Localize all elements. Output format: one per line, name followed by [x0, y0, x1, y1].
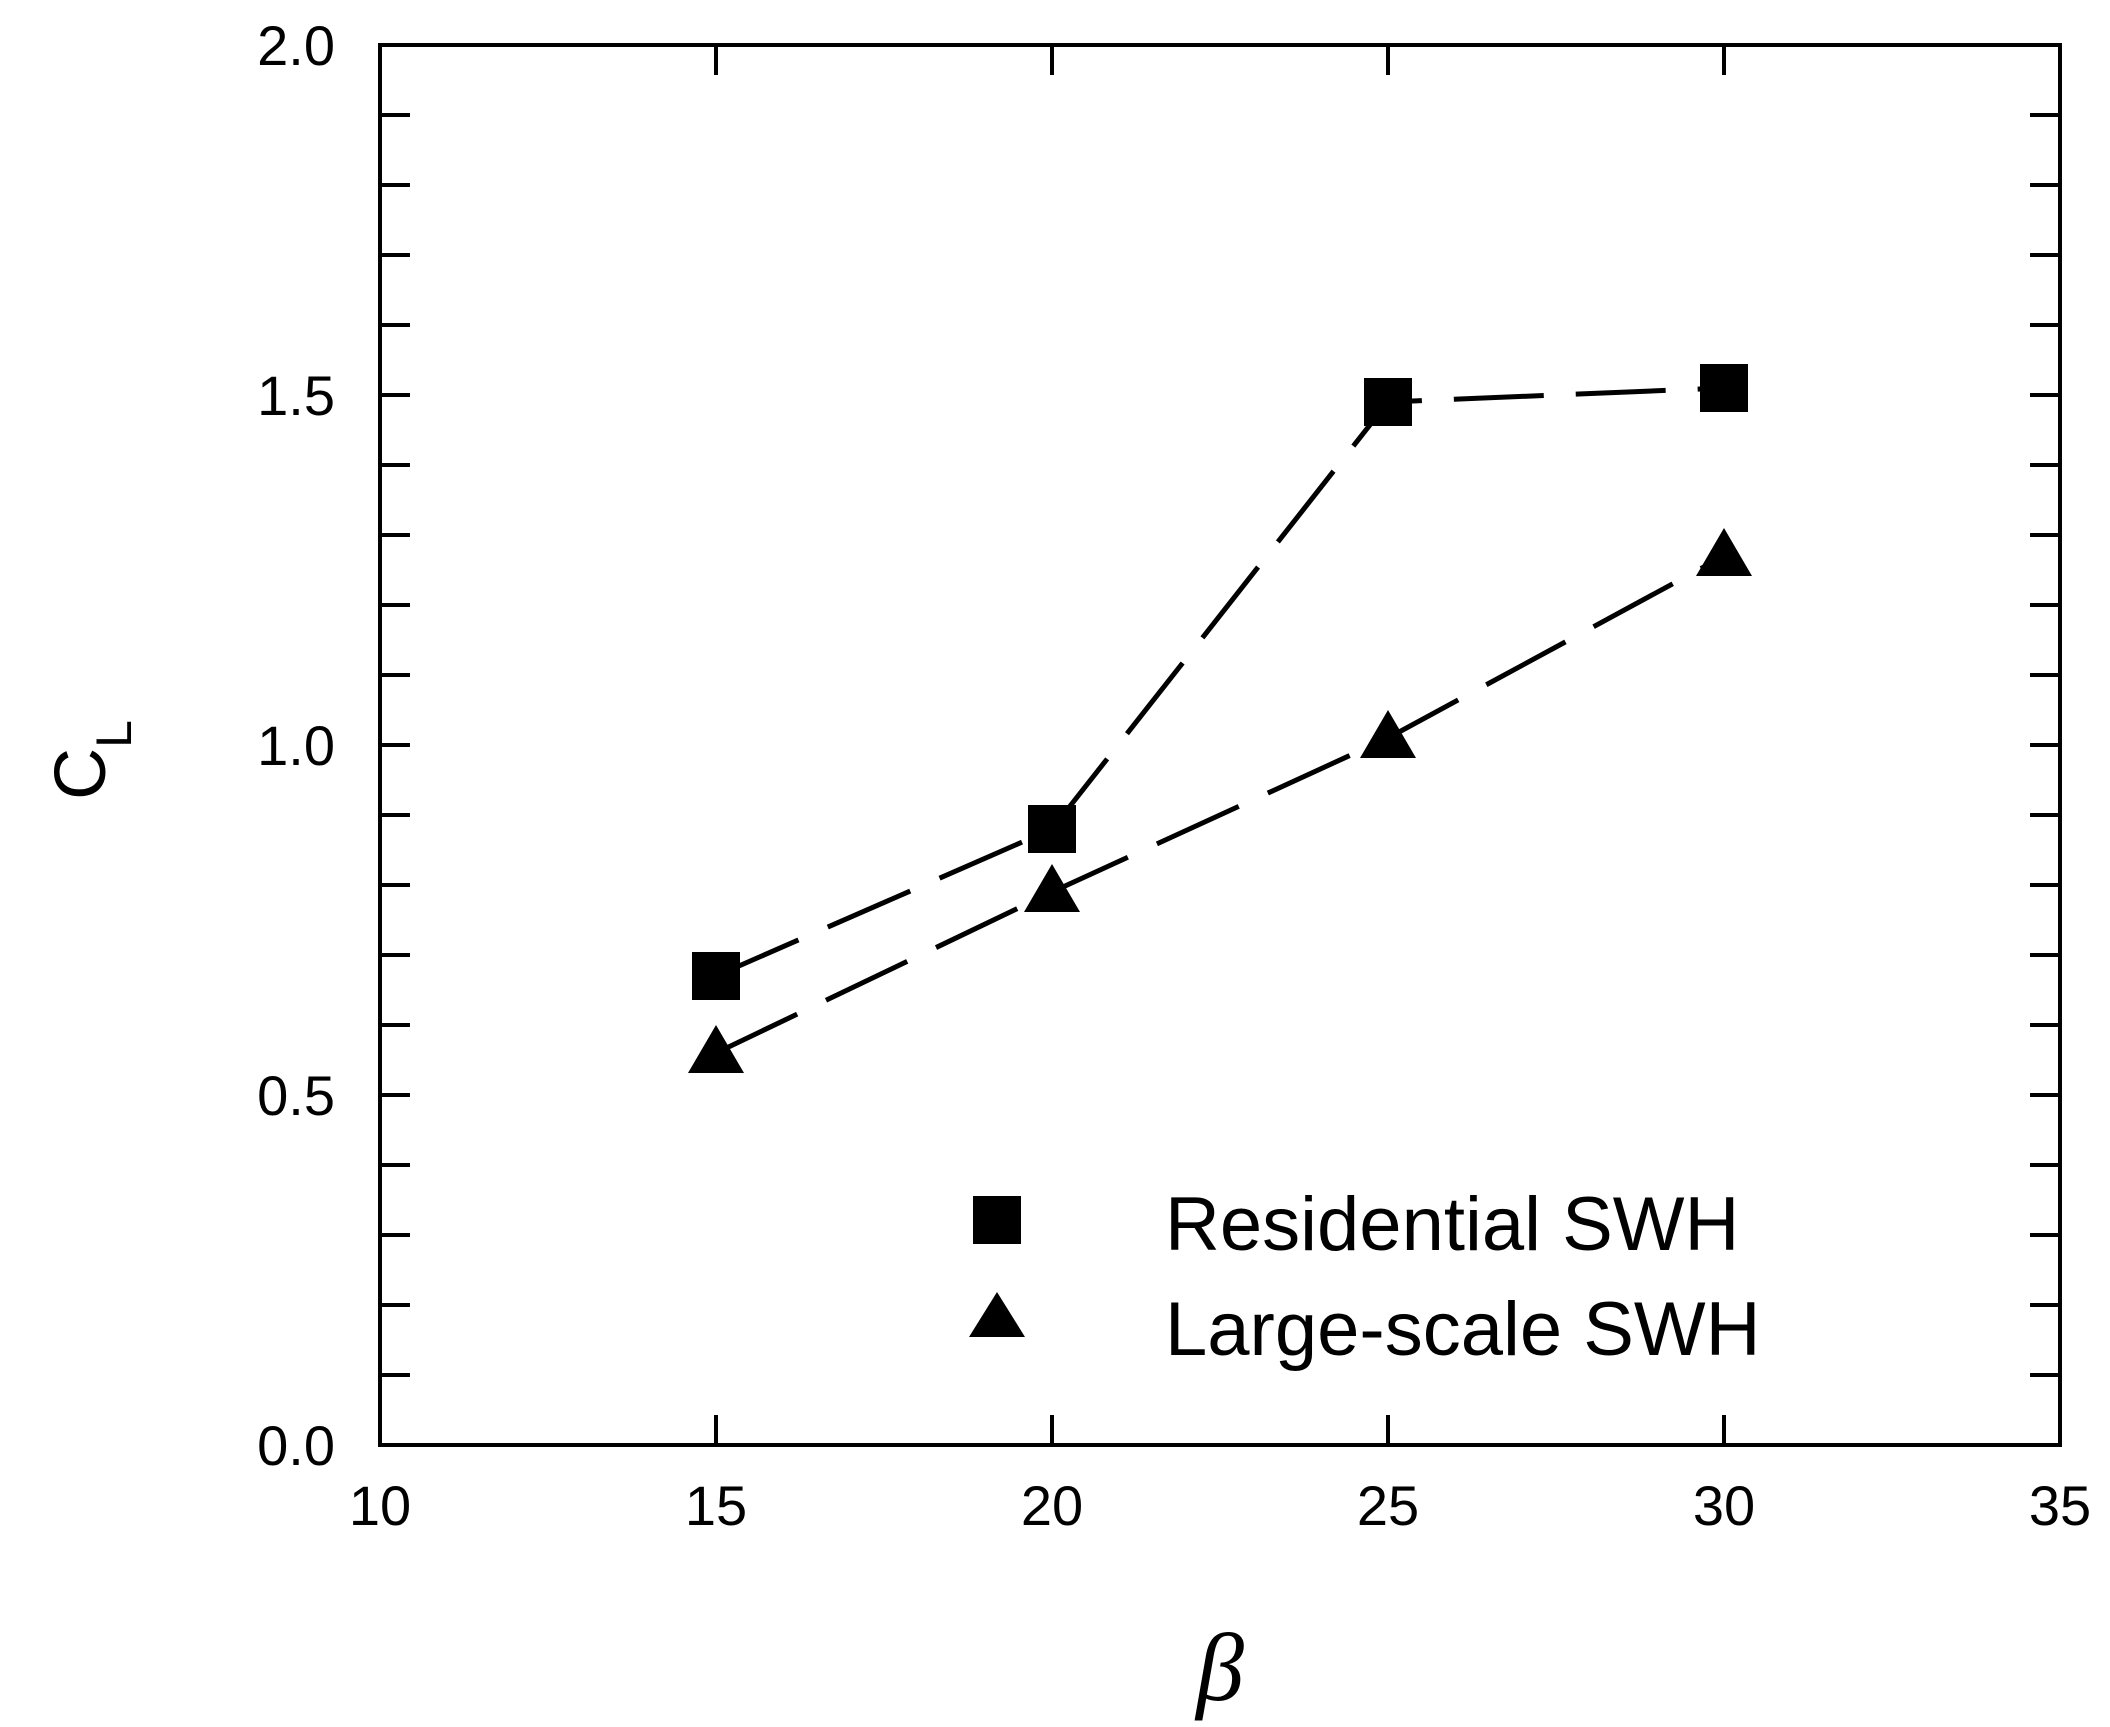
data-point-square	[1700, 364, 1748, 412]
x-tick-label: 20	[1021, 1474, 1083, 1537]
y-axis-ticks: 0.0 0.5 1.0 1.5 2.0	[257, 14, 2060, 1477]
data-point-triangle	[688, 1025, 744, 1073]
legend: Residential SWH Large-scale SWH	[969, 1182, 1761, 1372]
data-point-triangle	[1696, 528, 1752, 576]
svg-text:CL: CL	[41, 720, 142, 800]
y-axis-title-main: C	[41, 748, 121, 800]
data-point-triangle	[1024, 864, 1080, 912]
legend-marker-triangle	[969, 1292, 1025, 1337]
y-tick-label: 0.5	[257, 1064, 335, 1127]
x-tick-label: 10	[349, 1474, 411, 1537]
y-tick-label: 1.5	[257, 364, 335, 427]
x-tick-label: 15	[685, 1474, 747, 1537]
series-layer	[688, 364, 1752, 1073]
data-point-square	[1028, 805, 1076, 853]
y-axis-title: CL	[41, 720, 142, 800]
x-tick-label: 35	[2029, 1474, 2091, 1537]
series-line-1	[714, 385, 1725, 979]
series-line-2	[714, 553, 1726, 1056]
x-axis-title: β	[1194, 1614, 1244, 1721]
data-point-triangle	[1360, 710, 1416, 758]
y-tick-label: 0.0	[257, 1414, 335, 1477]
x-axis-ticks: 10 15 20 25 30 35	[349, 45, 2091, 1537]
y-tick-label: 1.0	[257, 714, 335, 777]
x-tick-label: 25	[1357, 1474, 1419, 1537]
legend-label-residential: Residential SWH	[1165, 1182, 1739, 1267]
legend-label-large-scale: Large-scale SWH	[1165, 1287, 1761, 1372]
data-point-square	[692, 952, 740, 1000]
y-tick-label: 2.0	[257, 14, 335, 77]
y-axis-title-subscript: L	[86, 720, 142, 748]
legend-marker-square	[973, 1196, 1021, 1244]
data-point-square	[1364, 378, 1412, 426]
x-tick-label: 30	[1693, 1474, 1755, 1537]
